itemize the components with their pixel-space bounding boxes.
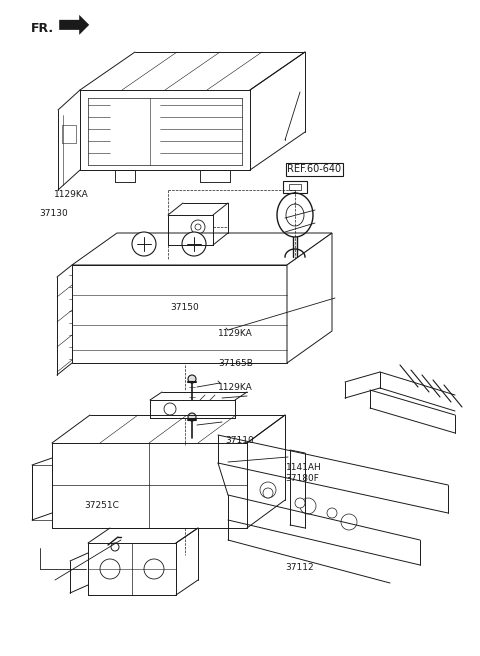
Bar	[283, 181, 307, 193]
Circle shape	[111, 543, 119, 551]
Circle shape	[188, 413, 196, 421]
Text: FR.: FR.	[31, 22, 54, 35]
Circle shape	[263, 488, 273, 498]
Text: 37130: 37130	[39, 209, 68, 218]
Circle shape	[300, 498, 316, 514]
Circle shape	[132, 232, 156, 256]
Circle shape	[195, 224, 201, 230]
Circle shape	[182, 232, 206, 256]
Text: 1129KA: 1129KA	[218, 329, 253, 338]
Polygon shape	[59, 15, 89, 35]
Polygon shape	[72, 233, 332, 265]
Text: 1141AH: 1141AH	[286, 462, 321, 472]
Polygon shape	[287, 233, 332, 363]
Circle shape	[327, 508, 337, 518]
Circle shape	[341, 514, 357, 530]
Text: 37251C: 37251C	[84, 501, 119, 510]
Circle shape	[295, 498, 305, 508]
Text: 37150: 37150	[170, 302, 199, 312]
Bar	[72, 265, 287, 363]
Text: REF.60-640: REF.60-640	[287, 164, 341, 174]
Bar	[32, 465, 52, 520]
Text: 37180F: 37180F	[286, 474, 320, 483]
Circle shape	[260, 482, 276, 498]
Circle shape	[164, 403, 176, 415]
Bar	[289, 184, 301, 190]
Circle shape	[188, 375, 196, 383]
Circle shape	[100, 559, 120, 579]
Circle shape	[144, 559, 164, 579]
Text: 1129KA: 1129KA	[218, 382, 253, 392]
Bar	[200, 170, 230, 182]
Circle shape	[191, 220, 205, 234]
Text: 37112: 37112	[286, 563, 314, 572]
Text: 37165B: 37165B	[218, 359, 253, 368]
Bar	[62, 125, 76, 143]
Text: 37110: 37110	[226, 436, 254, 445]
Text: 1129KA: 1129KA	[54, 190, 88, 199]
Bar	[115, 170, 135, 182]
